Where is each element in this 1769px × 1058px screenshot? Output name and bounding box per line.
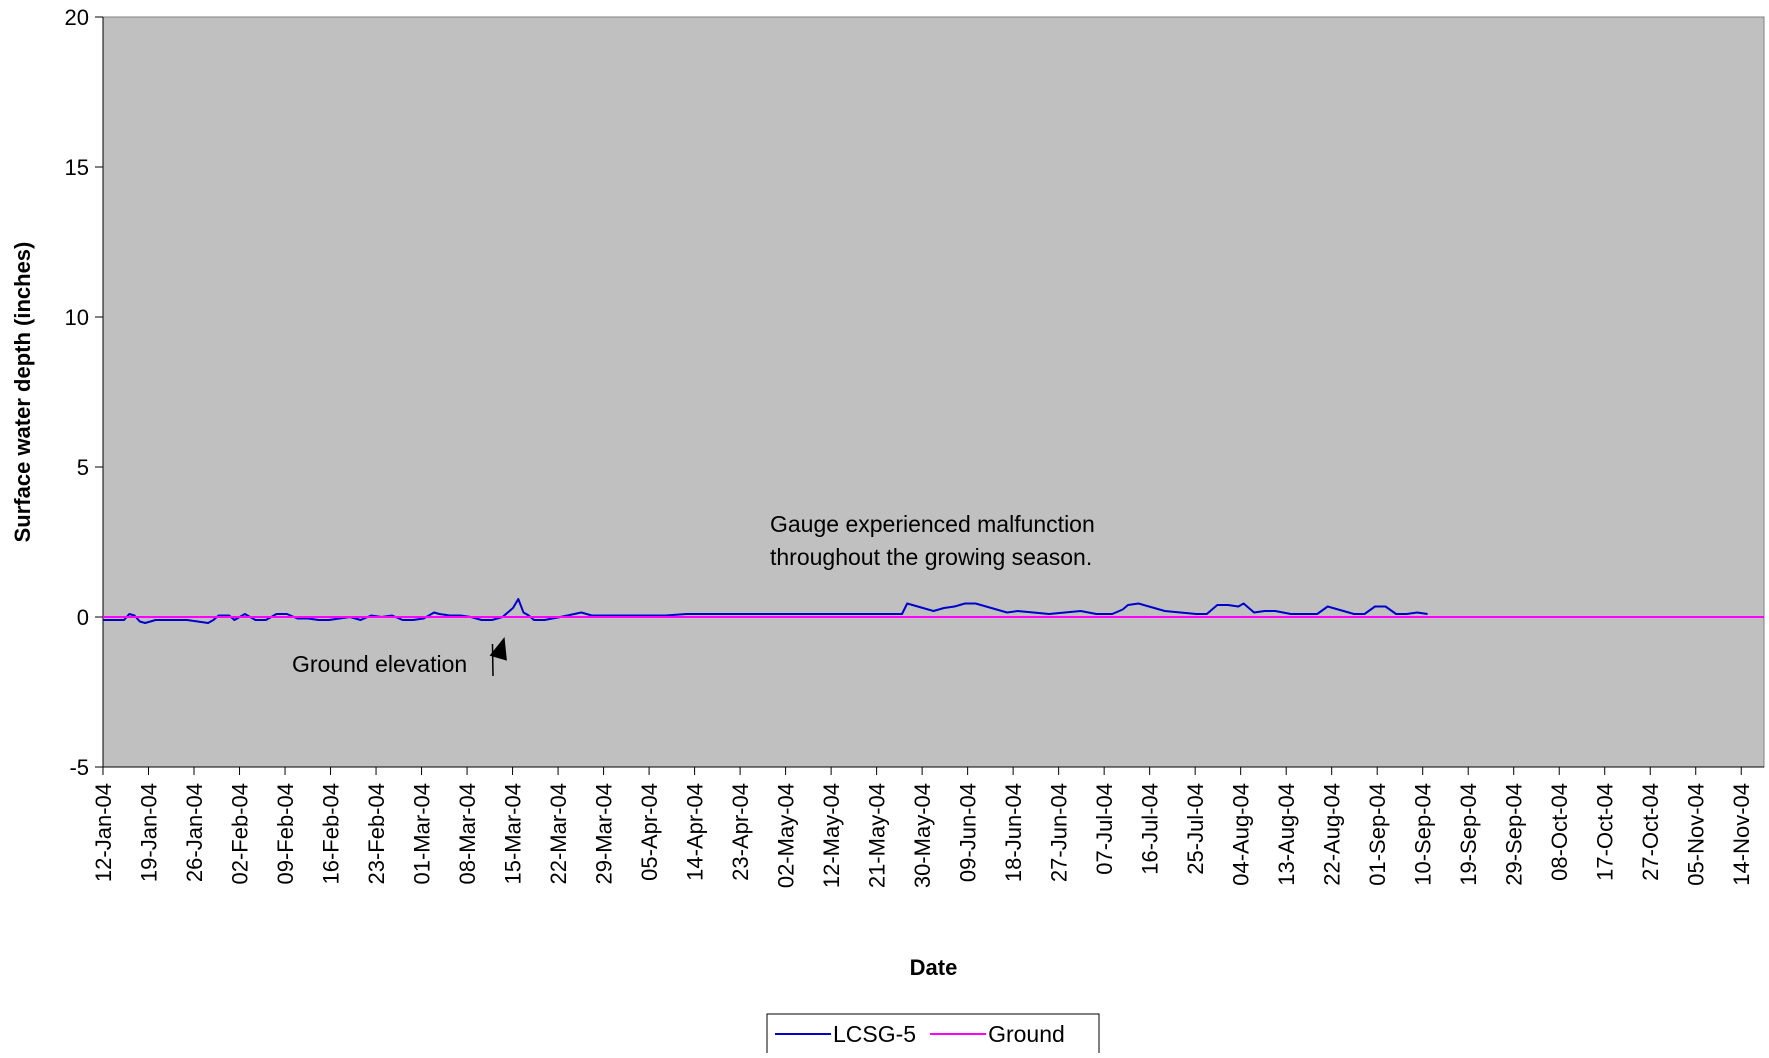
y-tick-label: -5: [69, 755, 89, 780]
x-tick-label: 26-Jan-04: [182, 783, 207, 882]
x-tick-label: 12-Jan-04: [91, 783, 116, 882]
x-tick-label: 29-Sep-04: [1502, 783, 1527, 886]
plot-area: [102, 16, 1765, 768]
x-axis-title: Date: [910, 955, 958, 980]
y-tick-label: 10: [65, 305, 89, 330]
x-tick-label: 02-May-04: [774, 783, 799, 888]
x-tick-label: 19-Sep-04: [1456, 783, 1481, 886]
y-axis-title: Surface water depth (inches): [10, 242, 35, 543]
y-tick-label: 20: [65, 5, 89, 30]
y-axis: -5 0 5 10 15 20: [65, 5, 104, 780]
x-tick-label: 08-Oct-04: [1547, 783, 1572, 881]
x-tick-label: 27-Jun-04: [1047, 783, 1072, 882]
x-tick-label: 27-Oct-04: [1638, 783, 1663, 881]
x-tick-label: 13-Aug-04: [1274, 783, 1299, 886]
y-tick-label: 0: [77, 605, 89, 630]
x-tick-label: 14-Nov-04: [1729, 783, 1754, 886]
x-tick-label: 05-Apr-04: [637, 783, 662, 881]
series-layer: [103, 598, 1764, 624]
legend-item: Ground: [930, 1021, 1065, 1047]
x-tick-label: 09-Jun-04: [956, 783, 981, 882]
x-tick-label: 09-Feb-04: [273, 783, 298, 885]
x-tick-label: 29-Mar-04: [592, 783, 617, 884]
annotation-ground-elevation: Ground elevation: [292, 637, 507, 677]
x-tick-label: 23-Apr-04: [728, 783, 753, 881]
legend-item: LCSG-5: [775, 1021, 916, 1047]
x-tick-label: 22-Mar-04: [546, 783, 571, 884]
annotation-malfunction: Gauge experienced malfunction throughout …: [770, 511, 1095, 570]
x-tick-label: 05-Nov-04: [1684, 783, 1709, 886]
x-tick-label: 10-Sep-04: [1411, 783, 1436, 886]
x-tick-label: 30-May-04: [910, 783, 935, 888]
x-tick-label: 04-Aug-04: [1229, 783, 1254, 886]
x-tick-label: 15-Mar-04: [501, 783, 526, 884]
annotation-arrow-head: [489, 637, 507, 661]
x-tick-label: 12-May-04: [819, 783, 844, 888]
annotation-arrow-shaft: [491, 643, 494, 677]
legend: LCSG-5 Ground: [766, 1013, 1100, 1055]
legend-label: Ground: [988, 1021, 1065, 1047]
annotation-line: Gauge experienced malfunction: [770, 511, 1095, 537]
series-line-lcsg-5: [103, 598, 1428, 624]
x-tick-label: 08-Mar-04: [455, 783, 480, 884]
x-tick-label: 19-Jan-04: [137, 783, 162, 882]
y-tick-label: 15: [65, 155, 89, 180]
x-tick-label: 21-May-04: [865, 783, 890, 888]
x-tick-label: 16-Jul-04: [1138, 783, 1163, 875]
x-tick-label: 23-Feb-04: [364, 783, 389, 885]
x-tick-label: 01-Mar-04: [410, 783, 435, 884]
legend-label: LCSG-5: [833, 1021, 916, 1047]
x-tick-label: 25-Jul-04: [1183, 783, 1208, 875]
x-tick-label: 02-Feb-04: [228, 783, 253, 885]
annotation-label: Ground elevation: [292, 651, 467, 677]
x-tick-label: 07-Jul-04: [1092, 783, 1117, 875]
x-tick-label: 22-Aug-04: [1320, 783, 1345, 886]
y-tick-label: 5: [77, 455, 89, 480]
x-axis: 12-Jan-04 19-Jan-04 26-Jan-04 02-Feb-04 09-F…: [91, 766, 1764, 888]
x-tick-label: 18-Jun-04: [1001, 783, 1026, 882]
annotation-layer: Gauge experienced malfunction throughout …: [292, 511, 1095, 677]
x-tick-label: 14-Apr-04: [683, 783, 708, 881]
annotation-line: throughout the growing season.: [770, 544, 1092, 570]
x-tick-label: 16-Feb-04: [319, 783, 344, 885]
x-tick-label: 01-Sep-04: [1365, 783, 1390, 886]
x-tick-label: 17-Oct-04: [1593, 783, 1618, 881]
